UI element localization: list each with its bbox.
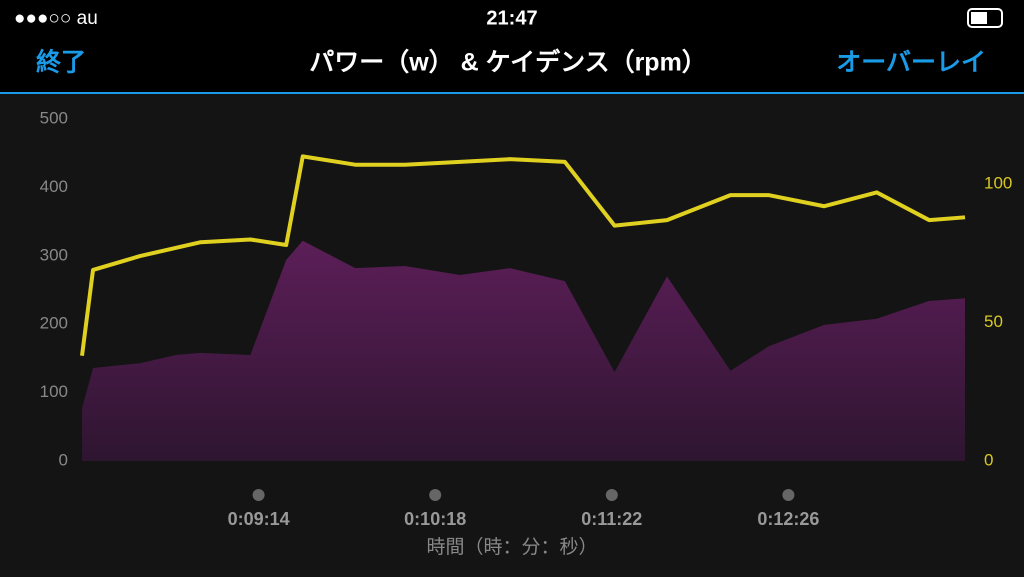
back-button[interactable]: 終了 — [36, 48, 86, 77]
nav-divider — [0, 92, 1024, 94]
x-tick-label: 0:11:22 — [581, 509, 642, 529]
x-tick-dot — [429, 489, 442, 501]
overlay-button[interactable]: オーバーレイ — [836, 49, 986, 77]
y-tick-label: 500 — [40, 108, 68, 127]
title: パワー（w） & ケイデンス（rpm） — [309, 48, 707, 77]
y2-tick-label: 0 — [984, 450, 993, 469]
x-tick-dot — [605, 489, 618, 501]
power-area — [82, 240, 965, 461]
x-tick-label: 0:09:14 — [228, 509, 290, 529]
y2-tick-label: 50 — [984, 312, 1003, 331]
x-tick-dot — [252, 489, 265, 501]
carrier: ●●●○○ au — [14, 8, 98, 29]
battery-level — [971, 12, 987, 24]
y-tick-label: 400 — [40, 177, 68, 196]
y2-tick-label: 100 — [984, 174, 1012, 193]
y-tick-label: 200 — [40, 314, 68, 333]
x-axis-label: 時間（時：分：秒） — [426, 536, 597, 558]
battery — [967, 8, 1003, 28]
y-tick-label: 300 — [40, 245, 68, 264]
clock: 21:47 — [486, 7, 537, 29]
y-tick-label: 0 — [59, 450, 68, 469]
x-tick-label: 0:10:18 — [404, 509, 466, 529]
cadence-line — [80, 154, 966, 357]
y-tick-label: 100 — [40, 382, 68, 401]
x-tick-dot — [782, 489, 795, 501]
x-tick-label: 0:12:26 — [757, 509, 819, 529]
